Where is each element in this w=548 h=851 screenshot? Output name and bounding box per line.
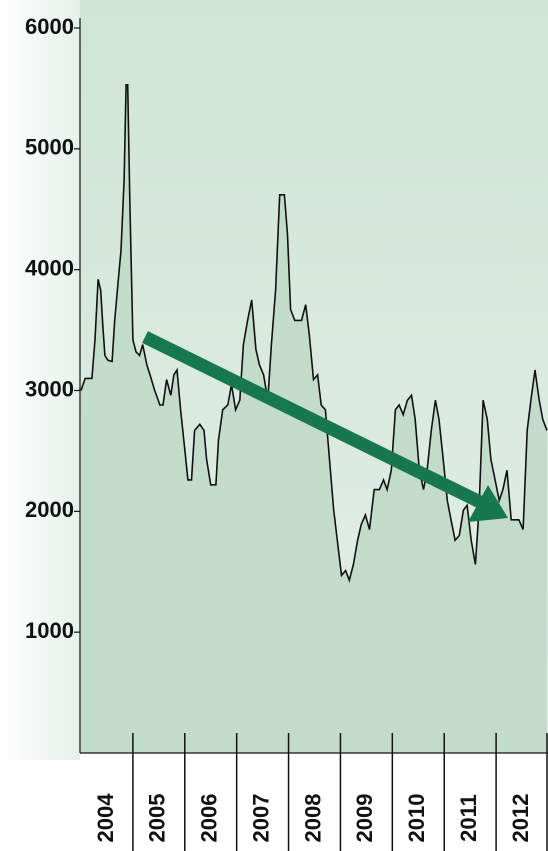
- x-tick-label: 2006: [197, 794, 222, 843]
- x-tick-label: 2010: [404, 794, 429, 843]
- x-tick-label: 2004: [93, 793, 118, 843]
- x-tick-label: 2007: [248, 794, 273, 843]
- trend-arrow: [142, 331, 508, 522]
- y-tick-label: 5000: [25, 135, 74, 160]
- x-tick-label: 2012: [508, 794, 533, 843]
- line: [80, 84, 548, 583]
- x-tick-label: 2008: [300, 794, 325, 843]
- y-tick-label: 1000: [25, 618, 74, 643]
- y-tick-label: 3000: [25, 376, 74, 401]
- x-tick-label: 2005: [145, 794, 170, 843]
- arrow-head: [468, 485, 508, 522]
- x-tick-label: 2009: [352, 794, 377, 843]
- left-background: [0, 0, 80, 760]
- x-tick-label: 2011: [456, 794, 481, 842]
- y-tick-label: 6000: [25, 14, 74, 39]
- arrow-shaft: [142, 331, 485, 509]
- y-tick-label: 4000: [25, 255, 74, 280]
- y-tick-label: 2000: [25, 497, 74, 522]
